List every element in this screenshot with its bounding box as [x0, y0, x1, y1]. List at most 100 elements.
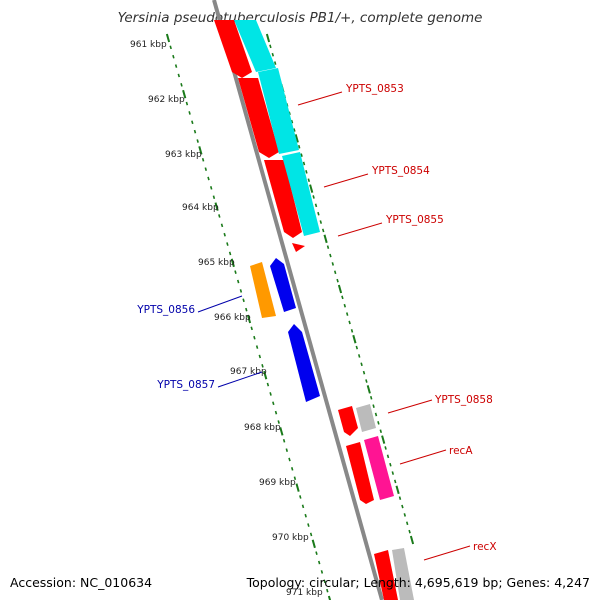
- kbp-tick-labels: 961 kbp 962 kbp 963 kbp 964 kbp 965 kbp 966 k…: [130, 40, 323, 598]
- tick-mark: [327, 595, 332, 600]
- tick-mark: [321, 228, 325, 233]
- tick-mark: [386, 454, 390, 459]
- tick-mark: [350, 329, 354, 333]
- kbp-tick-label: 967 kbp: [230, 367, 267, 377]
- leader-line: [337, 222, 383, 237]
- gene-label-ypts_0858[interactable]: YPTS_0858: [434, 394, 493, 406]
- tick-mark: [185, 101, 189, 106]
- tick-mark: [393, 479, 397, 484]
- tick-mark: [307, 178, 311, 183]
- kbp-tick-label: 965 kbp: [198, 258, 235, 268]
- tick-mark: [343, 303, 347, 308]
- tick-mark: [320, 570, 324, 574]
- gene-arrow[interactable]: [288, 324, 320, 402]
- tick-mark: [272, 401, 275, 406]
- gene-label-reca[interactable]: recA: [449, 445, 473, 457]
- tick-mark: [236, 279, 240, 284]
- tick-mark: [389, 462, 392, 467]
- tick-mark: [309, 184, 314, 193]
- kbp-tick-label: 970 kbp: [272, 533, 309, 543]
- tick-mark: [177, 73, 181, 78]
- tick-mark: [271, 52, 275, 57]
- gene-label-ypts_0854[interactable]: YPTS_0854: [371, 165, 430, 177]
- gene-label-ypts_0853[interactable]: YPTS_0853: [345, 83, 404, 95]
- gene-arrow[interactable]: [250, 262, 276, 318]
- tick-mark: [196, 139, 199, 143]
- tick-mark: [279, 427, 284, 436]
- tick-mark: [341, 295, 344, 300]
- tick-mark: [365, 379, 368, 383]
- gene-arrow[interactable]: [338, 406, 358, 436]
- tick-mark: [228, 251, 232, 256]
- tick-mark: [314, 203, 318, 208]
- tick-mark: [331, 262, 335, 266]
- gene-label-ypts_0856[interactable]: YPTS_0856: [136, 304, 195, 316]
- tick-mark: [355, 345, 359, 350]
- tick-mark: [269, 392, 272, 396]
- kbp-tick-label: 964 kbp: [182, 203, 219, 213]
- gene-arrow[interactable]: [392, 548, 414, 600]
- tick-mark: [381, 435, 386, 444]
- tick-mark: [191, 120, 194, 125]
- tick-mark: [214, 202, 219, 211]
- kbp-tick-label: 968 kbp: [244, 423, 281, 433]
- gene-label-recx[interactable]: recX: [473, 541, 497, 553]
- tick-mark: [405, 521, 409, 526]
- tick-mark: [220, 223, 224, 228]
- gene-arrow[interactable]: [258, 68, 299, 154]
- gene-arrow[interactable]: [270, 258, 296, 312]
- tick-mark: [319, 220, 323, 224]
- gene-arrow[interactable]: [234, 20, 276, 72]
- tick-mark: [253, 335, 256, 340]
- gene-label-ypts_0855[interactable]: YPTS_0855: [385, 214, 444, 226]
- gene-labels: YPTS_0853 YPTS_0854 YPTS_0855 YPTS_0856 YPTS…: [136, 83, 497, 561]
- leader-line: [217, 371, 263, 388]
- tick-mark: [239, 289, 243, 293]
- tick-mark: [201, 157, 205, 162]
- tick-mark: [258, 354, 262, 359]
- gene-features[interactable]: [214, 20, 414, 600]
- tick-mark: [204, 167, 208, 171]
- tick-mark: [288, 457, 291, 462]
- leader-line: [399, 449, 447, 465]
- leader-line: [323, 173, 369, 188]
- tick-mark: [369, 395, 373, 400]
- gene-arrow[interactable]: [346, 442, 374, 504]
- gene-arrow[interactable]: [264, 160, 302, 238]
- tick-mark: [266, 382, 270, 387]
- tick-mark: [391, 471, 395, 475]
- kbp-tick-label: 963 kbp: [165, 150, 202, 160]
- gene-arrow[interactable]: [374, 550, 398, 600]
- kbp-tick-label: 966 kbp: [214, 313, 251, 323]
- gene-label-ypts_0857[interactable]: YPTS_0857: [156, 379, 215, 391]
- gene-arrow[interactable]: [214, 20, 252, 78]
- tick-mark: [403, 513, 407, 517]
- gene-arrow[interactable]: [282, 152, 320, 236]
- tick-mark: [302, 161, 306, 166]
- tick-mark: [299, 495, 302, 499]
- tick-mark: [362, 370, 366, 375]
- tick-mark: [398, 496, 402, 500]
- tick-mark: [323, 579, 326, 584]
- tick-mark: [304, 513, 307, 518]
- tick-mark: [337, 284, 343, 294]
- tick-mark: [212, 195, 216, 200]
- tick-mark: [273, 61, 277, 65]
- tick-mark: [285, 448, 289, 452]
- tick-mark: [348, 320, 351, 325]
- gene-arrow[interactable]: [364, 436, 394, 500]
- tick-mark: [294, 134, 299, 143]
- tick-mark: [317, 560, 321, 565]
- tick-mark: [372, 404, 375, 408]
- gene-arrow[interactable]: [238, 78, 279, 158]
- gene-arrow[interactable]: [292, 243, 305, 252]
- tick-mark: [309, 532, 313, 537]
- tick-mark: [234, 270, 237, 274]
- genome-backbone: [212, 0, 384, 600]
- gene-arrow[interactable]: [356, 404, 376, 432]
- tick-mark: [295, 483, 300, 492]
- tick-mark: [315, 551, 318, 555]
- kbp-tick-label: 969 kbp: [259, 478, 296, 488]
- tick-mark: [242, 298, 245, 303]
